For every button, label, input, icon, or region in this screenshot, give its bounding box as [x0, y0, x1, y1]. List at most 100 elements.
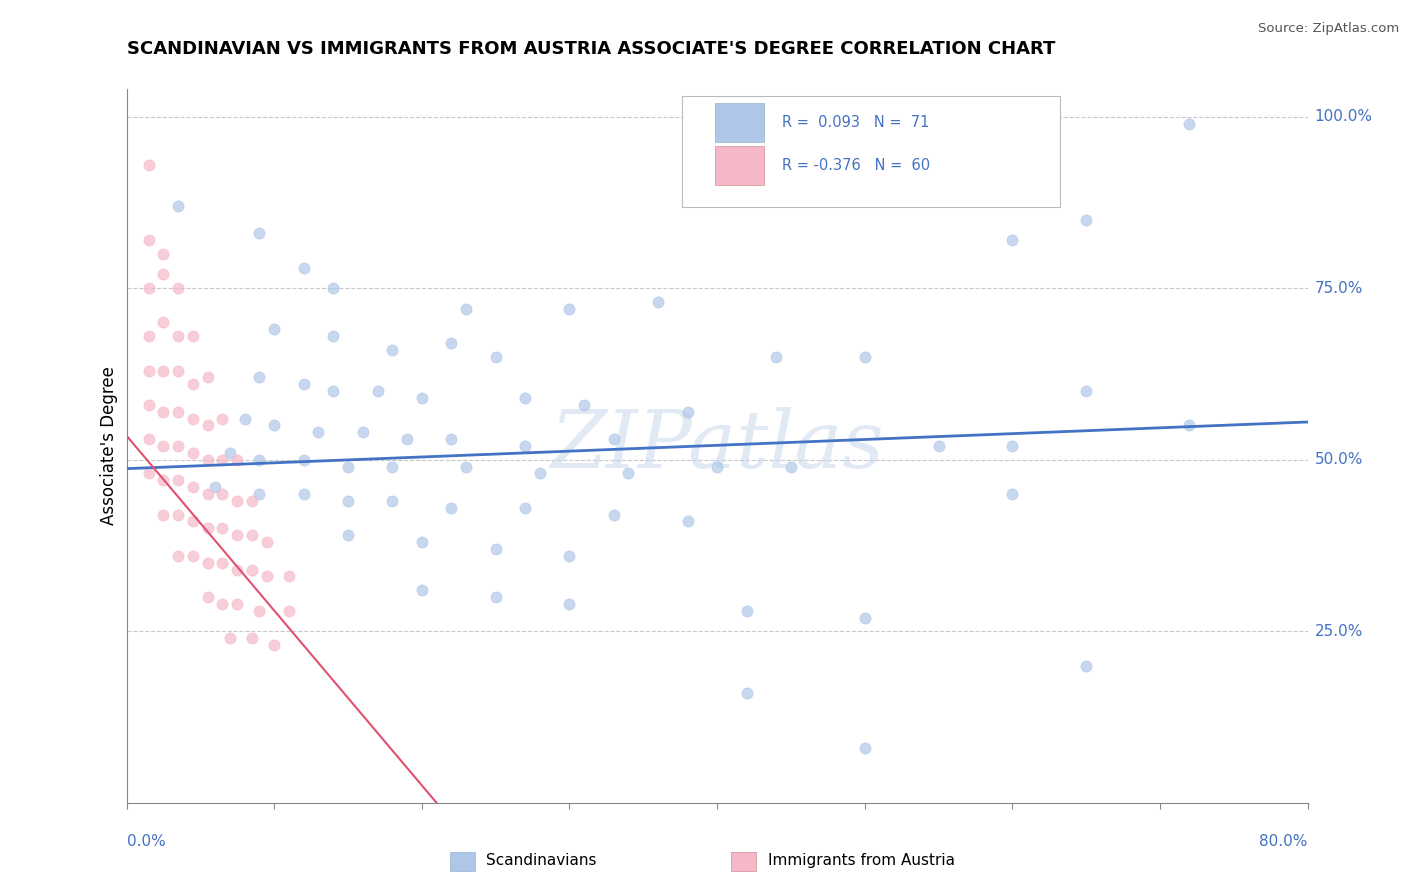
Point [322, 329, 344, 343]
Point [278, 604, 301, 618]
Point [226, 452, 249, 467]
Point [138, 329, 160, 343]
Point [152, 268, 174, 282]
Point [138, 398, 160, 412]
Point [152, 473, 174, 487]
Point [558, 597, 581, 611]
Text: 80.0%: 80.0% [1260, 834, 1308, 849]
Point [138, 158, 160, 172]
Point [167, 281, 190, 295]
Point [484, 590, 508, 604]
Point [219, 446, 242, 460]
Point [167, 199, 190, 213]
Point [676, 405, 699, 419]
Point [411, 583, 433, 598]
Point [558, 301, 581, 316]
Point [484, 350, 508, 364]
Point [558, 549, 581, 563]
Point [263, 638, 285, 652]
Point [1076, 658, 1098, 673]
Point [352, 425, 374, 440]
Point [292, 260, 315, 275]
Point [197, 370, 219, 384]
Text: R =  0.093   N =  71: R = 0.093 N = 71 [782, 115, 929, 130]
Point [167, 549, 190, 563]
Point [226, 494, 249, 508]
Point [454, 301, 477, 316]
Point [529, 467, 551, 481]
Point [152, 508, 174, 522]
Point [1001, 233, 1024, 247]
Point [247, 227, 270, 241]
Point [454, 459, 477, 474]
Point [240, 528, 263, 542]
Point [138, 432, 160, 446]
Point [219, 631, 242, 645]
Point [226, 562, 249, 576]
Point [167, 363, 190, 377]
Point [211, 452, 233, 467]
Point [484, 541, 508, 556]
Point [152, 405, 174, 419]
Point [204, 480, 226, 494]
Point [240, 494, 263, 508]
Point [603, 508, 626, 522]
Point [381, 459, 404, 474]
Point [211, 411, 233, 425]
Point [247, 487, 270, 501]
Point [1001, 439, 1024, 453]
Point [1178, 116, 1201, 130]
Point [735, 604, 758, 618]
Point [197, 418, 219, 433]
Point [152, 316, 174, 330]
Point [226, 528, 249, 542]
Bar [714, 103, 765, 142]
Point [381, 343, 404, 357]
Point [197, 487, 219, 501]
Point [240, 631, 263, 645]
Bar [714, 146, 765, 186]
Point [240, 562, 263, 576]
Point [197, 590, 219, 604]
Point [928, 439, 950, 453]
Point [440, 336, 463, 351]
Point [181, 549, 204, 563]
Point [366, 384, 388, 398]
Point [574, 398, 596, 412]
Point [440, 500, 463, 515]
Point [322, 281, 344, 295]
Text: SCANDINAVIAN VS IMMIGRANTS FROM AUSTRIA ASSOCIATE'S DEGREE CORRELATION CHART: SCANDINAVIAN VS IMMIGRANTS FROM AUSTRIA … [127, 40, 1054, 58]
Point [706, 459, 728, 474]
Point [247, 370, 270, 384]
Point [167, 508, 190, 522]
Point [603, 432, 626, 446]
Point [381, 494, 404, 508]
Point [853, 350, 876, 364]
Point [211, 556, 233, 570]
Point [337, 528, 360, 542]
Point [617, 467, 640, 481]
Point [197, 452, 219, 467]
Point [440, 432, 463, 446]
FancyBboxPatch shape [682, 96, 1060, 207]
Point [152, 439, 174, 453]
Text: R = -0.376   N =  60: R = -0.376 N = 60 [782, 158, 931, 173]
Text: 100.0%: 100.0% [1315, 109, 1372, 124]
Point [322, 384, 344, 398]
Point [181, 515, 204, 529]
Point [647, 294, 669, 309]
Point [181, 377, 204, 392]
Point [211, 597, 233, 611]
Point [515, 439, 537, 453]
Point [181, 446, 204, 460]
Point [138, 363, 160, 377]
Point [167, 405, 190, 419]
Point [263, 418, 285, 433]
Point [181, 329, 204, 343]
Point [1001, 487, 1024, 501]
Point [337, 459, 360, 474]
Point [411, 535, 433, 549]
Point [256, 535, 278, 549]
Point [167, 329, 190, 343]
Text: Scandinavians: Scandinavians [486, 854, 598, 868]
